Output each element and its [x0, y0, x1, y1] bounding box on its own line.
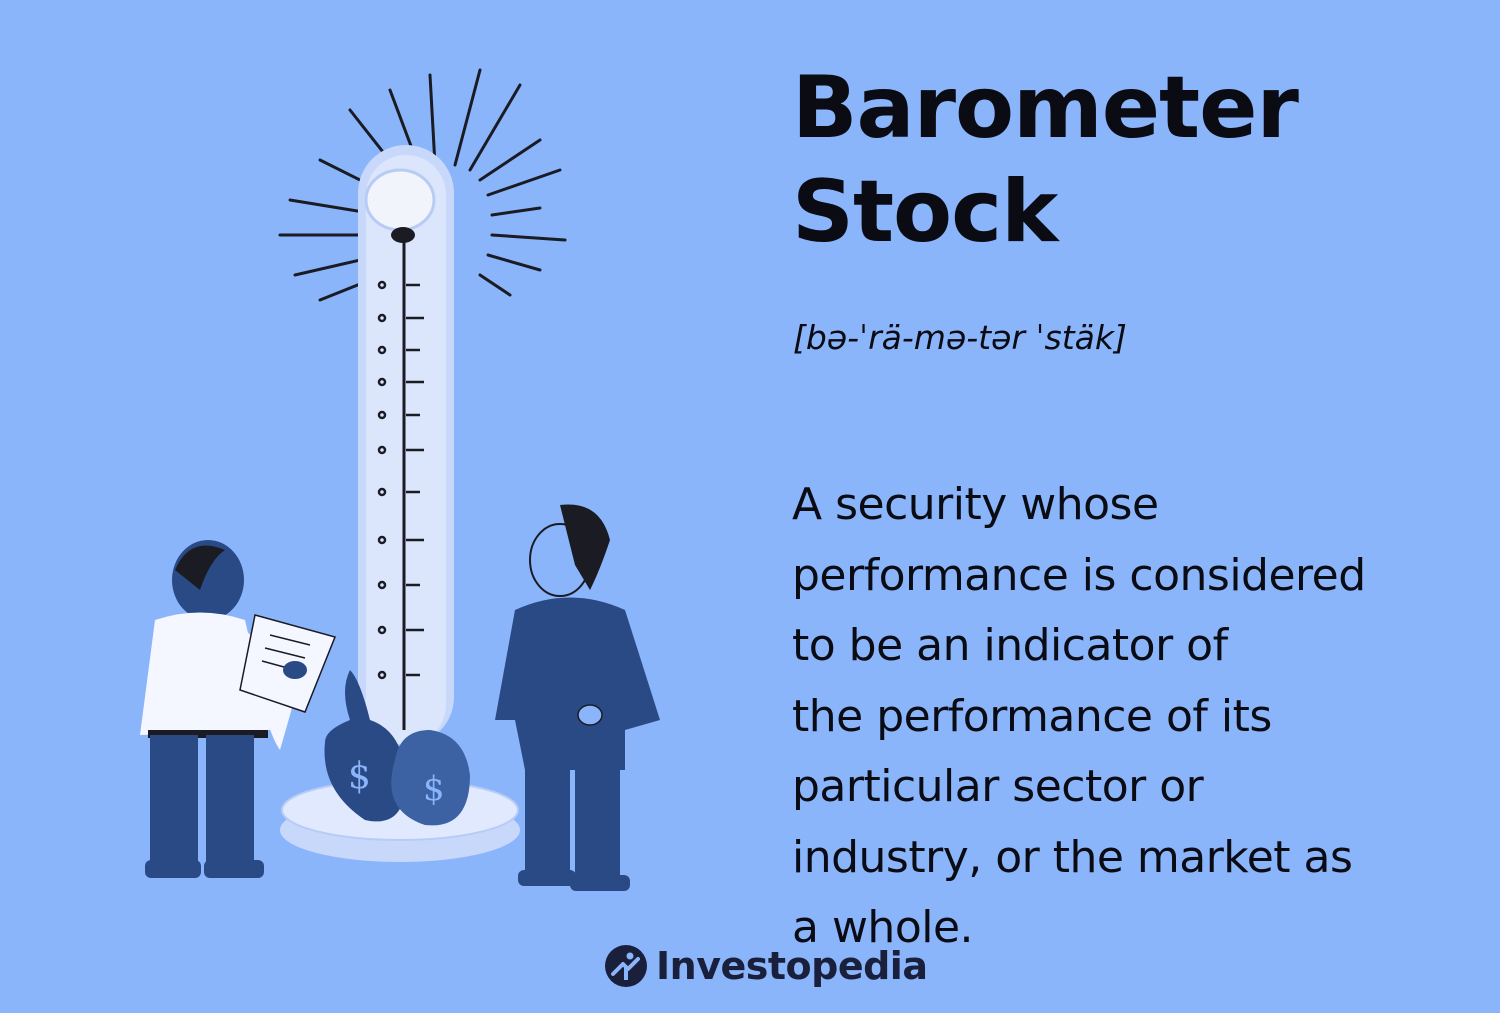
brand-name: Investopedia: [656, 944, 928, 988]
analyst-man-icon: [140, 540, 337, 878]
term-title: Barometer Stock: [792, 58, 1299, 262]
pronunciation: [bə-ˈrä-mə-tər ˈstäk]: [793, 318, 1127, 357]
brand-logo: Investopedia: [604, 944, 928, 988]
businessman-icon: [495, 504, 660, 891]
term-definition: A security whose performance is consider…: [792, 479, 1366, 953]
money-bag-icon: $ $: [324, 670, 470, 826]
strength-tester-illustration-icon: $ $: [140, 68, 660, 891]
svg-text:$: $: [423, 769, 445, 809]
svg-text:$: $: [348, 756, 371, 797]
investopedia-logo-icon: [605, 945, 647, 987]
bell-icon: [364, 168, 436, 232]
